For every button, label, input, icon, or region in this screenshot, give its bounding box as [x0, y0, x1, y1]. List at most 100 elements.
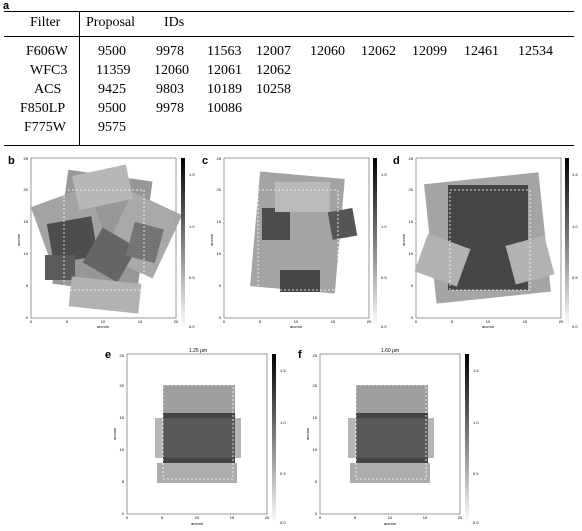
panel-label-e: e — [105, 349, 111, 361]
table-cell: 12461 — [464, 44, 499, 59]
colorbar-b — [181, 158, 185, 328]
colorbar-tick: 0.5 — [189, 275, 195, 280]
y-tick: 25 — [217, 156, 222, 161]
x-tick: 5 — [354, 515, 357, 520]
colorbar-tick: 0.0 — [473, 520, 479, 525]
colorbar-tick: 0.0 — [280, 520, 286, 525]
table-cell: 12062 — [256, 63, 291, 78]
map-panel-d: 0 5 10 15 20 arcmin 0 5 10 15 20 25 arcm… — [401, 156, 578, 329]
colorbar-c — [373, 158, 377, 328]
x-axis-label: arcmin — [191, 521, 203, 526]
map-panel-f: 1.60 μm 0 5 10 15 20 arcmin 0 5 10 15 20… — [305, 348, 479, 526]
x-tick: 10 — [195, 515, 200, 520]
colorbar-tick: 1.0 — [280, 420, 286, 425]
x-axis-label: arcmin — [97, 324, 109, 329]
x-tick: 0 — [126, 515, 129, 520]
y-tick: 0 — [122, 511, 125, 516]
y-tick: 5 — [26, 283, 29, 288]
header-ids: IDs — [164, 15, 185, 30]
table-cell: 12007 — [256, 44, 291, 59]
colorbar-tick: 1.5 — [381, 172, 387, 177]
x-tick: 5 — [161, 515, 164, 520]
colorbar-tick: 1.5 — [189, 172, 195, 177]
panel-e-title: 1.25 μm — [189, 348, 207, 354]
x-axis-label: arcmin — [482, 324, 494, 329]
row-filter: F606W — [26, 44, 68, 59]
map-panel-e: 1.25 μm 0 5 10 15 20 arcmin 0 5 10 15 20… — [112, 348, 286, 526]
table-cell: 9500 — [98, 101, 126, 116]
table-cell: 10258 — [256, 82, 291, 97]
table-cell: 12062 — [361, 44, 396, 59]
x-tick: 10 — [101, 319, 106, 324]
colorbar-tick: 0.5 — [381, 275, 387, 280]
y-tick: 5 — [122, 479, 125, 484]
x-tick: 15 — [523, 319, 528, 324]
y-tick: 25 — [120, 353, 125, 358]
colorbar-tick: 0.5 — [473, 471, 479, 476]
panel-label-d: d — [393, 155, 400, 167]
y-tick: 25 — [313, 353, 318, 358]
y-tick: 10 — [409, 251, 414, 256]
y-tick: 20 — [120, 383, 125, 388]
y-tick: 0 — [26, 315, 29, 320]
y-tick: 25 — [24, 156, 29, 161]
x-tick: 5 — [66, 319, 69, 324]
y-tick: 10 — [24, 251, 29, 256]
colorbar-tick: 1.5 — [473, 368, 479, 373]
y-axis-label: arcmin — [305, 428, 310, 440]
y-tick: 20 — [24, 187, 29, 192]
colorbar-f — [465, 354, 469, 524]
panel-label-a: a — [3, 0, 10, 12]
x-tick: 0 — [223, 319, 226, 324]
x-tick: 15 — [331, 319, 336, 324]
table-cell: 9978 — [156, 44, 184, 59]
table-cell: 9803 — [156, 82, 184, 97]
table-column-divider — [79, 11, 80, 145]
colorbar-tick: 1.0 — [473, 420, 479, 425]
colorbar-tick: 0.5 — [280, 471, 286, 476]
y-tick: 0 — [315, 511, 318, 516]
map-panel-c: 0 5 10 15 20 arcmin 0 5 10 15 20 25 arcm… — [209, 156, 387, 329]
colorbar-tick: 0.0 — [189, 324, 195, 329]
table-cell: 12534 — [518, 44, 553, 59]
proposal-table: Filter Proposal IDs F606W 9500 9978 1156… — [0, 0, 582, 150]
y-tick: 15 — [217, 219, 222, 224]
table-cell: 12099 — [412, 44, 447, 59]
x-tick: 20 — [174, 319, 179, 324]
x-axis-label: arcmin — [384, 521, 396, 526]
colorbar-d — [565, 158, 569, 328]
y-axis-label: arcmin — [112, 428, 117, 440]
row-filter: F775W — [24, 120, 66, 135]
x-tick: 10 — [486, 319, 491, 324]
y-tick: 5 — [411, 283, 414, 288]
header-proposal: Proposal — [86, 15, 135, 30]
table-cell: 11563 — [207, 44, 242, 59]
colorbar-tick: 1.5 — [280, 368, 286, 373]
x-tick: 15 — [138, 319, 143, 324]
x-tick: 15 — [230, 515, 235, 520]
x-tick: 10 — [388, 515, 393, 520]
colorbar-tick: 0.0 — [572, 324, 578, 329]
panel-label-c: c — [202, 155, 208, 167]
colorbar-tick: 0.0 — [381, 324, 387, 329]
colorbar-tick: 0.5 — [572, 275, 578, 280]
y-axis-label: arcmin — [209, 234, 214, 246]
table-cell: 12060 — [154, 63, 189, 78]
x-tick: 20 — [559, 319, 564, 324]
y-tick: 0 — [219, 315, 222, 320]
table-bottom-rule — [4, 145, 574, 146]
y-tick: 20 — [409, 187, 414, 192]
table-cell: 9575 — [98, 120, 126, 135]
y-tick: 5 — [219, 283, 222, 288]
row-filter: ACS — [34, 82, 62, 97]
panel-f-title: 1.60 μm — [381, 348, 399, 354]
y-axis-label: arcmin — [401, 234, 406, 246]
table-cell: 9978 — [156, 101, 184, 116]
x-tick: 20 — [265, 515, 270, 520]
y-tick: 20 — [217, 187, 222, 192]
y-tick: 5 — [315, 479, 318, 484]
colorbar-tick: 1.5 — [572, 172, 578, 177]
colorbar-tick: 1.0 — [381, 224, 387, 229]
colorbar-tick: 1.0 — [189, 224, 195, 229]
y-tick: 20 — [313, 383, 318, 388]
